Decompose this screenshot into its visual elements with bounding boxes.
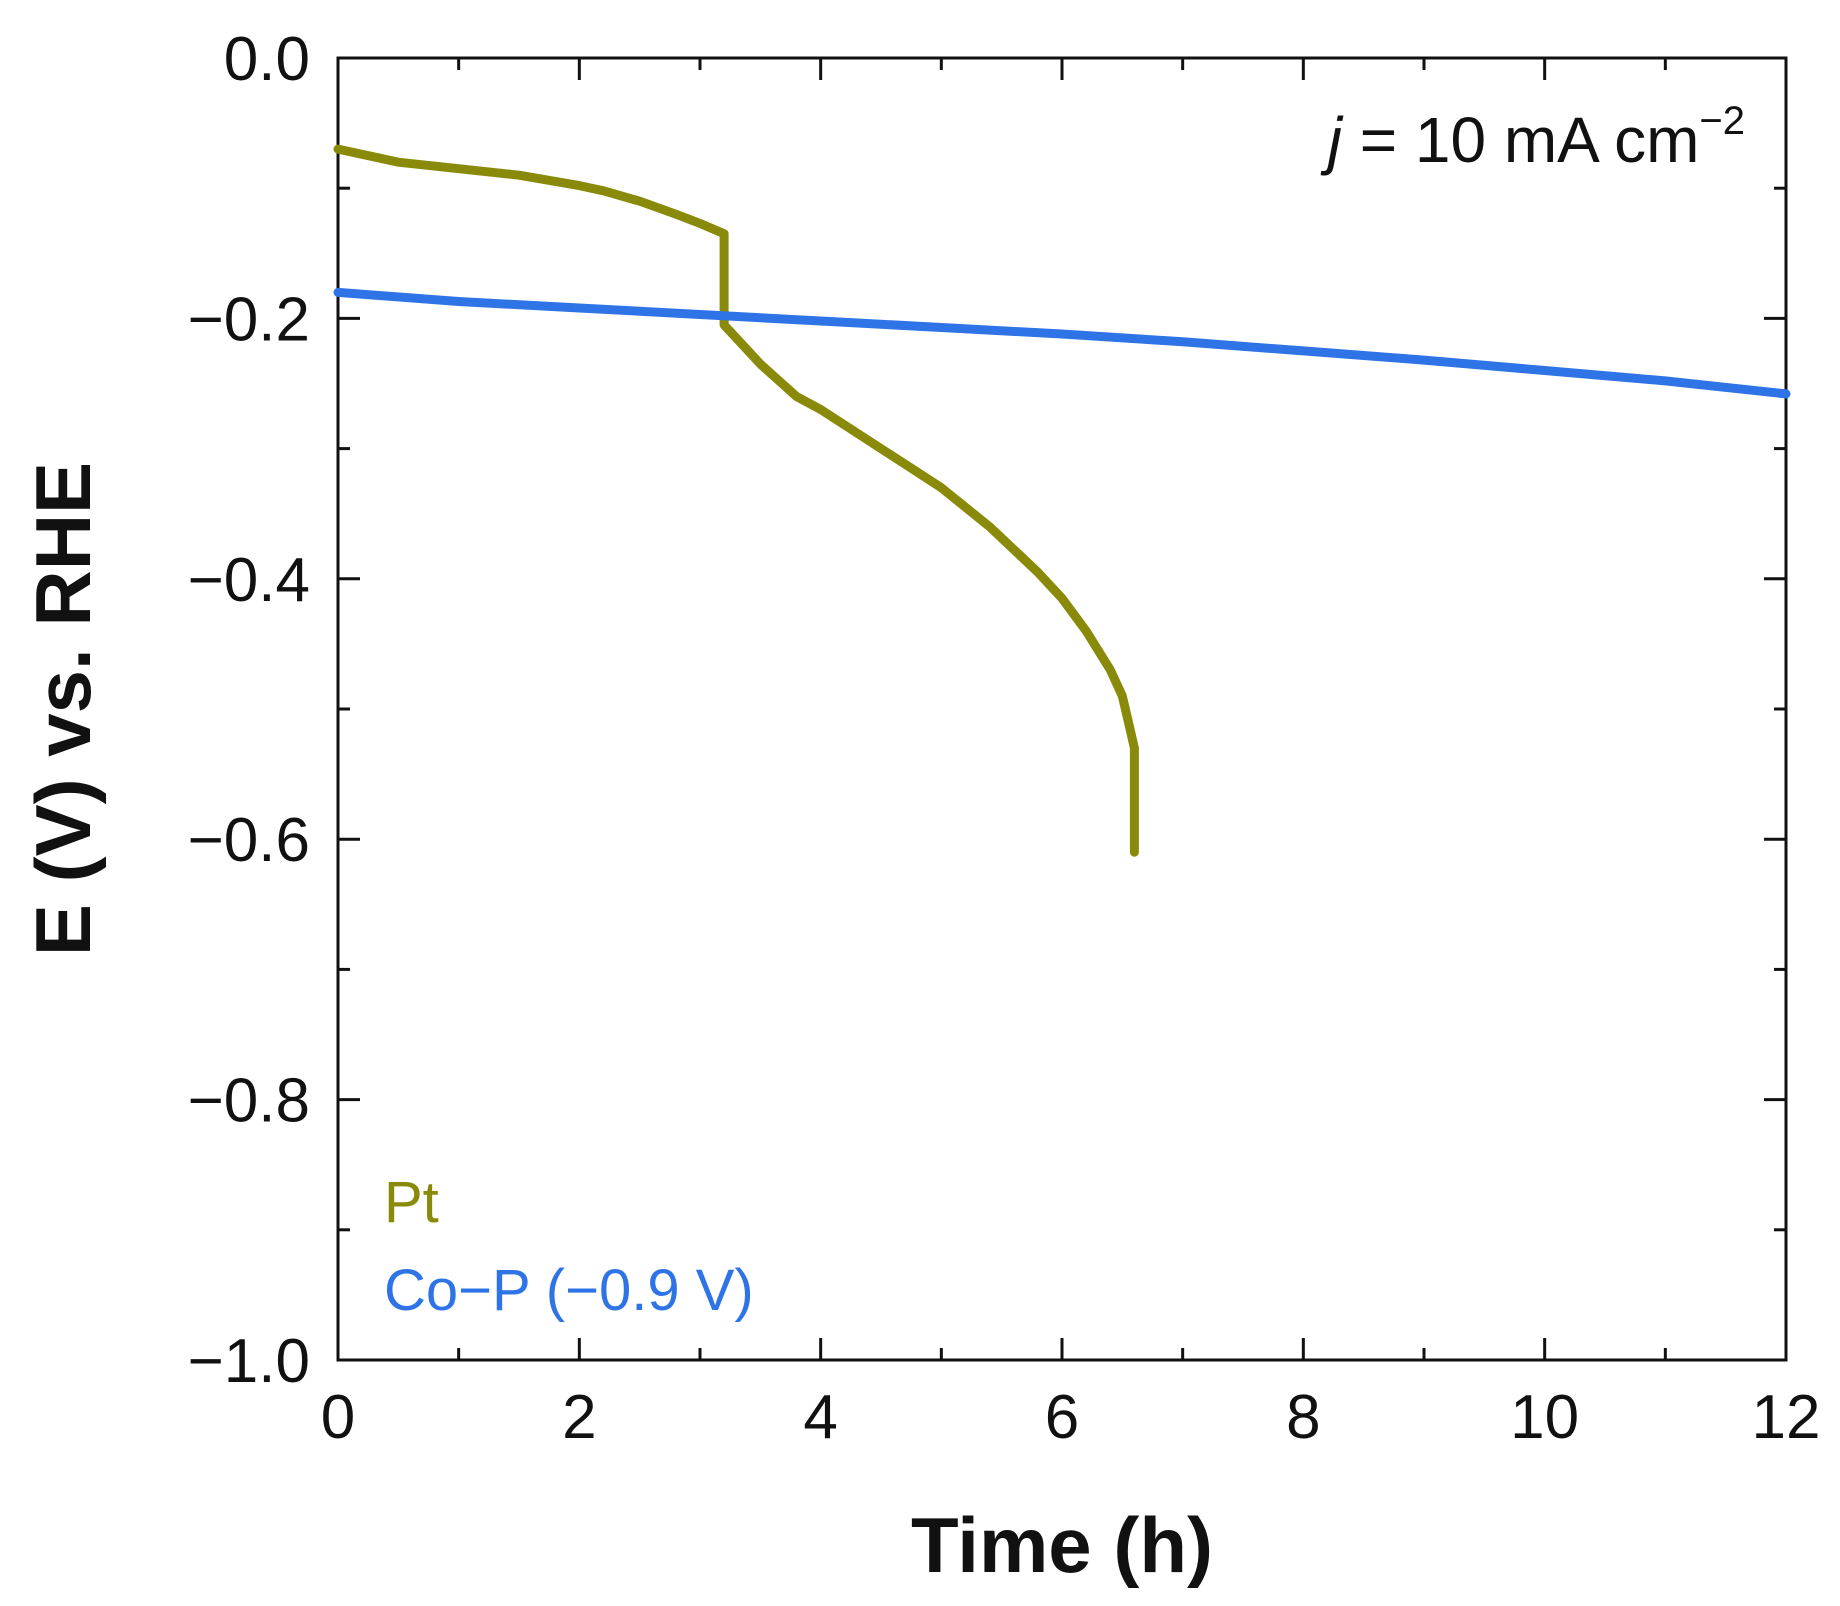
- x-tick-label: 10: [1510, 1383, 1579, 1452]
- x-tick-label: 4: [803, 1383, 837, 1452]
- plot-frame: [336, 56, 1788, 1362]
- series-line-pt: [333, 144, 1139, 857]
- series-layer: [333, 144, 1791, 857]
- x-tick-label: 2: [562, 1383, 596, 1452]
- legend-cop: Co−P (−0.9 V): [384, 1258, 754, 1323]
- y-axis-title: E (V) vs. RHE: [19, 462, 107, 956]
- annotation-superscript: −2: [1699, 99, 1745, 143]
- x-tick-label: 8: [1286, 1383, 1320, 1452]
- legend-pt: Pt: [384, 1170, 439, 1235]
- y-tick-label: −0.6: [188, 806, 310, 875]
- annotation-j: j: [1320, 104, 1344, 176]
- tick-labels: 0 2 4 6 8 10 12 0.0 −0.2 −0.4 −0.6 −0.8 −1.0: [188, 25, 1821, 1452]
- x-axis-title: Time (h): [911, 1501, 1213, 1589]
- x-tick-label: 12: [1752, 1383, 1821, 1452]
- x-tick-label: 6: [1045, 1383, 1079, 1452]
- tick-marks: [336, 56, 1788, 1362]
- x-tick-label: 0: [321, 1383, 355, 1452]
- y-tick-label: 0.0: [224, 25, 310, 94]
- y-tick-label: −0.8: [188, 1067, 310, 1136]
- series-line-cop: [333, 287, 1791, 399]
- y-tick-label: −0.2: [188, 285, 310, 354]
- y-tick-label: −0.4: [188, 546, 310, 615]
- y-tick-label: −1.0: [188, 1327, 310, 1396]
- annotation-text: = 10 mA cm: [1342, 104, 1699, 176]
- current-density-annotation: j = 10 mA cm−2: [1320, 99, 1745, 176]
